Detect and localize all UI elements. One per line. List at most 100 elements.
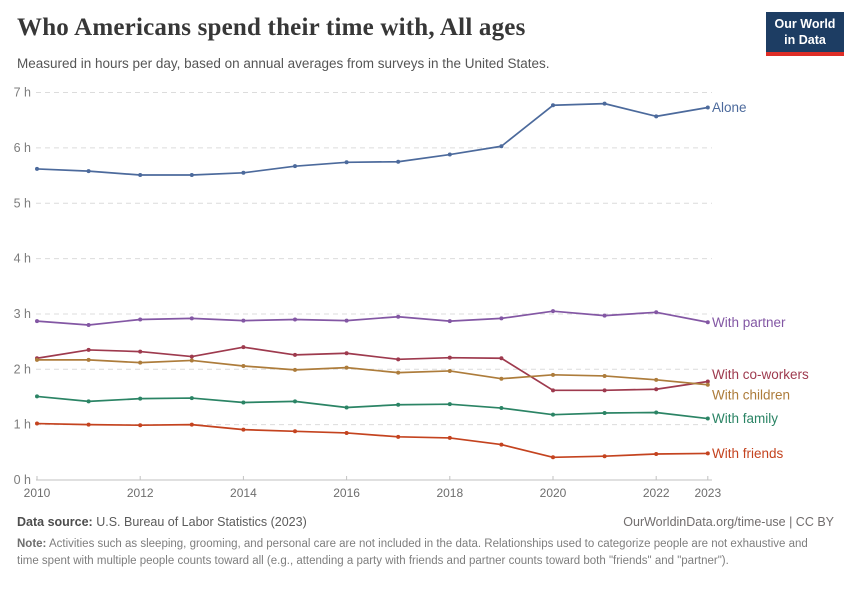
footer-note: Note: Activities such as sleeping, groom… [17,536,828,569]
x-tick-label: 2022 [643,486,670,500]
data-point [705,382,710,387]
data-point [602,454,607,459]
series-line-with-partner [36,310,708,326]
data-point [241,170,246,175]
chart-subtitle: Measured in hours per day, based on annu… [17,56,550,71]
data-point [602,388,607,393]
data-point [705,105,710,110]
y-tick-label: 6 h [14,141,31,155]
data-point [396,370,401,375]
data-point [705,320,710,325]
data-point [344,405,349,410]
x-tick-label: 2012 [127,486,154,500]
data-point [654,387,659,392]
data-point [396,159,401,164]
series-with-co-workers: With co-workers [35,345,809,393]
data-point [189,173,194,178]
series-with-family: With family [35,394,778,426]
data-point [499,144,504,149]
footer-source-row: Data source: U.S. Bureau of Labor Statis… [17,515,834,529]
data-point [654,377,659,382]
data-point [86,422,91,427]
data-point [654,310,659,315]
data-point [551,388,555,393]
series-label-with-children: With children [712,387,790,402]
data-point [293,317,297,322]
series-label-with-co-workers: With co-workers [712,367,809,382]
data-point [447,368,452,373]
series-line-with-children [37,359,708,386]
data-point [344,318,349,323]
data-point [551,455,555,460]
data-point [241,318,246,323]
data-point [241,345,246,350]
note-label: Note: [17,538,47,550]
data-point [138,349,143,354]
x-tick-label: 2020 [540,486,567,500]
series-label-with-family: With family [712,411,778,426]
data-point [35,166,39,171]
data-point [602,101,607,106]
x-tick-label: 2010 [24,486,51,500]
data-point [138,317,143,322]
series-with-partner: With partner [35,309,786,330]
data-point [293,164,297,169]
data-point [396,434,401,439]
data-point [344,351,349,356]
data-point [344,430,349,435]
data-point [189,358,194,363]
data-point [189,354,194,359]
series-line-with-co-workers [36,346,708,392]
data-point [705,379,710,384]
data-point [551,103,555,108]
data-point [447,435,452,440]
data-point [138,396,143,401]
data-point [189,316,194,321]
data-point [499,442,504,447]
data-point [86,323,91,328]
data-point [499,356,504,361]
x-tick-label: 2023 [694,486,721,500]
data-point [86,347,91,352]
series-with-friends: With friends [35,421,784,461]
data-point [241,427,246,432]
note-text: Activities such as sleeping, grooming, a… [17,538,808,567]
series-line-alone [36,102,708,176]
y-tick-label: 2 h [14,362,31,376]
data-point [705,451,710,456]
data-point [499,406,504,411]
data-point [396,357,401,362]
data-point [35,421,39,426]
data-point [602,313,607,318]
attribution-link[interactable]: OurWorldinData.org/time-use | CC BY [623,515,834,529]
data-point [189,396,194,401]
series-label-alone: Alone [712,100,747,115]
data-point [447,355,452,360]
data-point [447,402,452,407]
data-point [602,411,607,416]
data-point [654,114,659,119]
y-tick-label: 3 h [14,307,31,321]
x-tick-label: 2018 [436,486,463,500]
owid-logo[interactable]: Our World in Data [766,12,844,57]
x-tick-label: 2014 [230,486,257,500]
data-point [86,399,91,404]
data-point [86,357,91,362]
y-tick-label: 4 h [14,252,31,266]
data-point [138,423,143,428]
data-point [705,416,710,421]
data-point [344,365,349,370]
time-use-line-chart: 0 h 1 h 2 h 3 h 4 h 5 h 6 h 7 h 2010 2012 2014 2016… [14,86,809,500]
y-tick-label: 1 h [14,418,31,432]
data-source-label: Data source: [17,515,93,529]
data-point [35,357,39,362]
series-label-with-partner: With partner [712,315,786,330]
data-point [86,169,91,174]
data-point [241,363,246,368]
data-point [447,319,452,324]
data-point [138,360,143,365]
data-point [396,402,401,407]
data-point [293,429,297,434]
data-point [499,316,504,321]
